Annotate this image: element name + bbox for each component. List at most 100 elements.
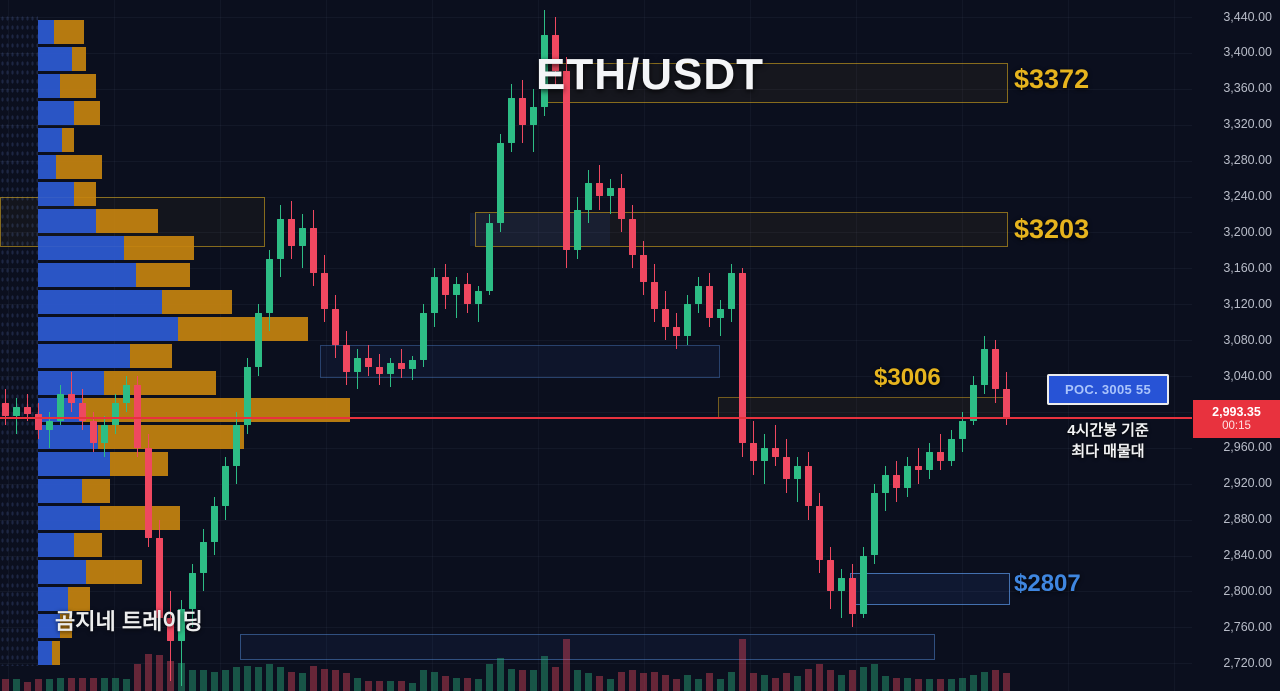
volume-bar <box>387 681 394 691</box>
candle-body <box>816 506 823 560</box>
volume-bar <box>684 674 691 691</box>
volume-profile-sell-bar <box>56 155 102 179</box>
grid-line-horizontal <box>0 447 1192 449</box>
volume-bar <box>46 679 53 691</box>
volume-profile-buy-bar <box>38 452 110 476</box>
volume-bar <box>563 639 570 691</box>
candle-body <box>244 367 251 426</box>
candle-body <box>376 367 383 375</box>
price-axis-label: 2,760.00 <box>1223 619 1272 634</box>
volume-profile-sell-bar <box>98 425 244 449</box>
volume-profile-buy-bar <box>38 128 62 152</box>
volume-bar <box>464 677 471 691</box>
price-zone[interactable] <box>240 634 935 660</box>
volume-profile-sell-bar <box>60 74 96 98</box>
candle-body <box>200 542 207 574</box>
candle-body <box>453 284 460 296</box>
candle-wick <box>841 568 842 619</box>
volume-bar <box>200 670 207 691</box>
volume-bar <box>299 673 306 691</box>
volume-bar <box>277 667 284 691</box>
price-axis-label: 3,440.00 <box>1223 9 1272 24</box>
grid-line-horizontal <box>0 483 1192 485</box>
price-axis-label: 3,200.00 <box>1223 224 1272 239</box>
candle-body <box>662 308 669 327</box>
candle-body <box>728 272 735 309</box>
current-price-value: 2,993.35 <box>1212 405 1261 419</box>
candle-body <box>189 573 196 610</box>
price-zone[interactable] <box>470 213 610 246</box>
candle-body <box>156 537 163 619</box>
volume-bar <box>915 679 922 691</box>
candle-body <box>541 34 548 107</box>
volume-bar <box>629 670 636 691</box>
volume-bar <box>596 676 603 691</box>
volume-bar <box>112 677 119 691</box>
grid-line-horizontal <box>0 17 1192 18</box>
level-label-3006[interactable]: $3006 <box>874 364 941 391</box>
volume-profile-buy-bar <box>38 479 82 503</box>
volume-bar <box>827 670 834 691</box>
candle-body <box>673 326 680 336</box>
volume-profile-sell-bar <box>86 560 142 584</box>
level-label-3203[interactable]: $3203 <box>1014 214 1090 244</box>
candle-body <box>266 259 273 314</box>
volume-bar <box>266 664 273 691</box>
candle-body <box>959 420 966 439</box>
volume-bar <box>123 679 130 691</box>
volume-bar <box>13 679 20 691</box>
candle-wick <box>456 277 457 318</box>
candle-body <box>1003 389 1010 419</box>
price-zone[interactable] <box>545 63 1008 103</box>
volume-profile-sell-bar <box>124 236 194 260</box>
volume-bar <box>321 668 328 691</box>
grid-line-vertical <box>1068 0 1069 691</box>
level-label-2807[interactable]: $2807 <box>1014 570 1081 597</box>
candle-body <box>937 452 944 462</box>
volume-bar <box>431 671 438 691</box>
grid-line-horizontal <box>0 124 1192 126</box>
poc-label-text: POC. 3005 55 <box>1065 382 1151 397</box>
candle-body <box>915 465 922 471</box>
volume-bar <box>783 673 790 691</box>
candle-body <box>574 209 581 251</box>
volume-profile-sell-bar <box>74 182 96 206</box>
poc-label[interactable]: POC. 3005 55 <box>1047 374 1169 405</box>
volume-bar <box>585 673 592 691</box>
price-zone[interactable] <box>320 345 720 378</box>
watermark: 곰지네 트레이딩 <box>55 609 203 634</box>
volume-bar <box>1003 673 1010 691</box>
price-axis-label: 3,320.00 <box>1223 117 1272 132</box>
volume-profile-sell-bar <box>52 641 60 665</box>
price-zone[interactable] <box>850 573 1010 605</box>
candle-body <box>596 183 603 197</box>
candle-body <box>706 286 713 318</box>
volume-profile-sell-bar <box>60 614 72 638</box>
candle-body <box>123 384 130 403</box>
price-zone[interactable] <box>718 397 1010 419</box>
volume-bar <box>673 679 680 691</box>
volume-profile-sell-bar <box>104 371 216 395</box>
volume-profile-buy-bar <box>38 641 52 665</box>
candle-body <box>827 559 834 592</box>
grid-line-horizontal <box>0 555 1192 557</box>
volume-bar <box>893 677 900 691</box>
volume-bar <box>310 665 317 691</box>
volume-bar <box>134 664 141 691</box>
level-label-3372[interactable]: $3372 <box>1014 64 1090 94</box>
candle-body <box>90 420 97 444</box>
candle-body <box>497 142 504 224</box>
candle-body <box>684 304 691 336</box>
volume-bar <box>508 668 515 691</box>
grid-line-horizontal <box>0 160 1192 162</box>
grid-line-horizontal <box>0 376 1192 377</box>
candle-body <box>420 313 427 360</box>
volume-bar <box>739 639 746 691</box>
volume-bar <box>354 677 361 691</box>
grid-line-vertical <box>538 0 539 691</box>
volume-profile-buy-bar <box>38 317 178 341</box>
candle-countdown: 00:15 <box>1222 420 1251 432</box>
volume-profile-buy-bar <box>38 20 54 44</box>
volume-profile-sell-bar <box>178 317 308 341</box>
